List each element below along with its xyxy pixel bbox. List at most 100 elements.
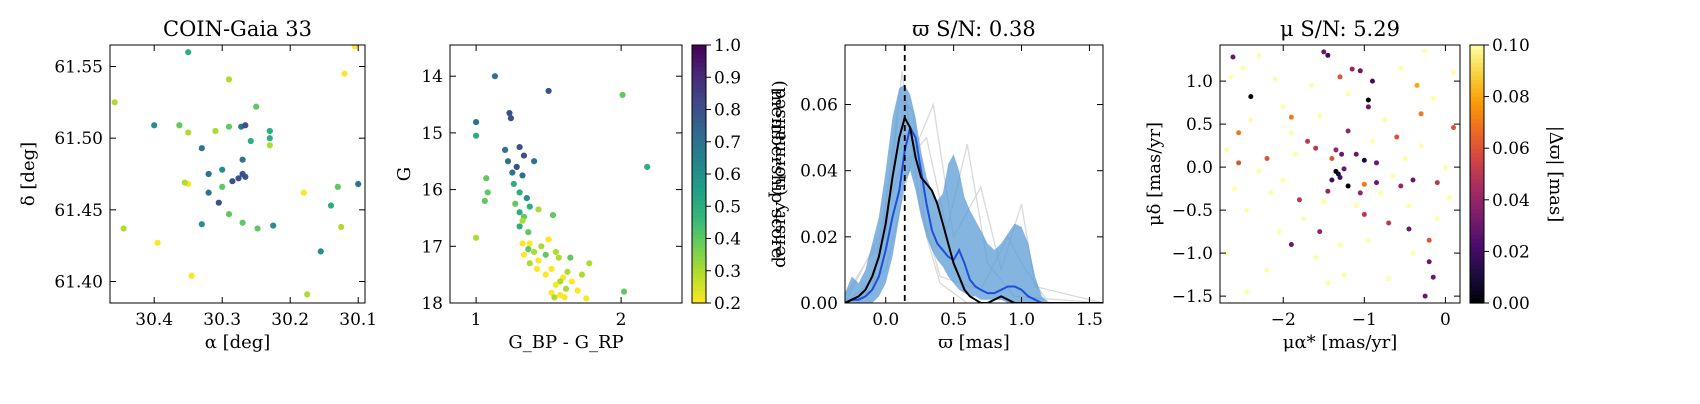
- cmd-colorbar-segment: [692, 285, 706, 291]
- cmd-colorbar-segment: [692, 199, 706, 205]
- pm-colorbar-segment: [1470, 285, 1484, 291]
- plx-ytick-label: 0.00: [800, 294, 838, 314]
- pm-ytick-label: −1.0: [1172, 244, 1213, 264]
- pm-point: [1345, 128, 1351, 134]
- pm-colorbar-segment: [1470, 105, 1484, 111]
- pm-colorbar-segment: [1470, 247, 1484, 252]
- pm-point: [1280, 104, 1286, 110]
- cmd-colorbar-segment: [692, 247, 706, 252]
- pm-colorbar-segment: [1470, 234, 1484, 240]
- cmd-point: [520, 152, 528, 159]
- pm-point: [1442, 164, 1448, 170]
- sky-point: [304, 291, 311, 298]
- cmd-colorbar-segment: [692, 88, 706, 93]
- plx-xtick-label: 0.5: [940, 310, 967, 330]
- cmd-xtick-label: 2: [616, 310, 627, 330]
- pm-point: [1272, 76, 1278, 82]
- pm-point: [1325, 188, 1331, 194]
- cmd-colorbar-segment: [692, 221, 706, 227]
- pm-points: [1223, 48, 1457, 299]
- pm-point: [1223, 147, 1229, 153]
- cmd-point: [513, 163, 520, 171]
- sky-frame: [109, 44, 366, 304]
- cmd-point: [481, 197, 488, 205]
- plx-line-kde: [845, 115, 1103, 303]
- cmd-point: [562, 285, 570, 292]
- cmd-colorbar-segment: [692, 83, 706, 89]
- sky-xlabel: α [deg]: [205, 332, 271, 353]
- panel-pm: −2 −1 0 −1.5 −1.0 −0.5 0.0 0.5 1.0 μα* [mas/yr] μ …: [1144, 17, 1566, 353]
- pm-colorbar-label: |Δϖ| [mas]: [1545, 126, 1566, 223]
- pm-point: [1398, 65, 1404, 71]
- cmd-point: [531, 248, 538, 256]
- pm-point: [1369, 78, 1375, 84]
- pm-colorbar-segment: [1470, 66, 1484, 72]
- pm-colorbar-segment: [1470, 290, 1484, 295]
- pm-point: [1365, 97, 1371, 103]
- sky-point: [239, 156, 246, 163]
- cmd-colorbar-segment: [692, 169, 706, 175]
- cmd-point: [525, 246, 532, 253]
- cmd-colorbar-segment: [692, 62, 706, 68]
- pm-point: [1349, 66, 1355, 72]
- pm-colorbar-segment: [1470, 182, 1484, 188]
- pm-colorbar-segment: [1470, 126, 1484, 132]
- sky-point: [327, 202, 335, 209]
- sky-point: [266, 135, 273, 142]
- cmd-colorbar-segment: [692, 152, 706, 158]
- pm-point: [1373, 180, 1379, 186]
- cmd-colorbar-segment: [692, 195, 706, 201]
- cmd-colorbar-segment: [692, 70, 706, 76]
- pm-point: [1296, 197, 1302, 203]
- cmd-colorbar-segment: [692, 161, 706, 166]
- pm-colorbar-tick-label: 0.08: [1492, 88, 1530, 108]
- cmd-point: [519, 217, 526, 224]
- cmd-point: [491, 73, 499, 80]
- cmd-point: [484, 189, 491, 196]
- cmd-point: [512, 200, 519, 207]
- pm-point: [1373, 160, 1379, 166]
- cmd-colorbar-segment: [692, 105, 706, 111]
- pm-colorbar-segment: [1470, 96, 1484, 102]
- sky-point: [254, 225, 261, 232]
- plx-frame: [844, 44, 1104, 304]
- pm-point: [1357, 190, 1363, 196]
- cmd-point: [552, 281, 559, 288]
- cmd-colorbar-segment: [692, 174, 706, 179]
- cmd-colorbar-segment: [692, 122, 706, 128]
- cmd-point: [526, 260, 533, 267]
- pm-colorbar-segment: [1470, 161, 1484, 166]
- sky-point: [266, 142, 273, 149]
- pm-point: [1345, 183, 1351, 189]
- pm-colorbar-tick-label: 0.02: [1492, 242, 1530, 262]
- sky-point: [242, 173, 249, 180]
- pm-ytick-label: 1.0: [1186, 72, 1213, 92]
- cmd-colorbar-segment: [692, 92, 706, 98]
- pm-point: [1337, 242, 1343, 248]
- pm-point: [1341, 166, 1347, 172]
- cmd-point: [619, 91, 626, 98]
- sky-point: [225, 211, 233, 218]
- pm-point: [1410, 250, 1416, 256]
- sky-point: [351, 45, 358, 50]
- sky-point: [247, 137, 254, 145]
- pm-point: [1256, 52, 1262, 58]
- pm-colorbar-segment: [1470, 57, 1484, 63]
- sky-point: [185, 129, 192, 136]
- pm-point: [1288, 114, 1294, 120]
- pm-title: μ S/N: 5.29: [1280, 17, 1400, 41]
- pm-point: [1361, 157, 1367, 163]
- pm-point: [1410, 177, 1416, 183]
- sky-point: [215, 199, 222, 206]
- pm-point: [1248, 94, 1254, 100]
- sky-point: [205, 189, 212, 196]
- sky-point: [229, 178, 236, 185]
- pm-colorbar-segment: [1470, 277, 1484, 283]
- pm-colorbar-segment: [1470, 131, 1484, 136]
- cmd-frame: [449, 44, 683, 304]
- pm-xtick-label: −1: [1352, 310, 1377, 330]
- plx-ytick-label: 0.02: [800, 228, 838, 248]
- cmd-point: [526, 240, 533, 247]
- cmd-colorbar-segment: [692, 126, 706, 132]
- pm-colorbar-segment: [1470, 178, 1484, 184]
